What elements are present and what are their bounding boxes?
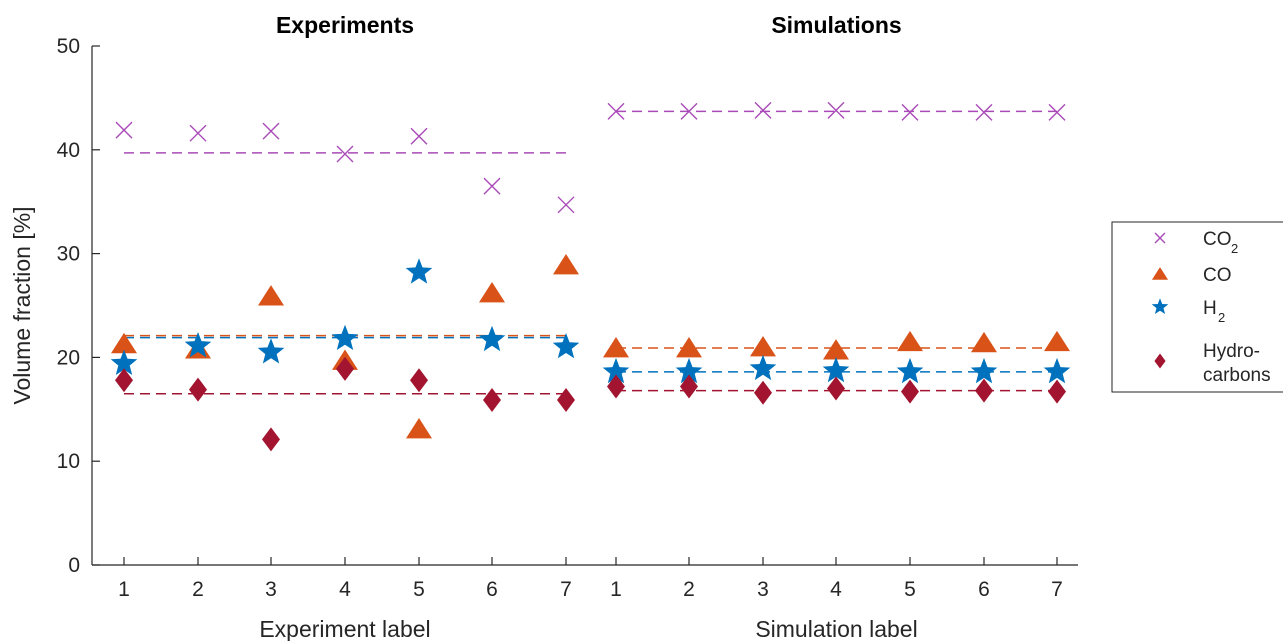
x-tick-label: 3	[265, 578, 277, 601]
hydrocarbons-point	[483, 387, 501, 412]
h2-point	[552, 333, 580, 359]
y-tick-label: 0	[68, 554, 80, 577]
x-tick-label: 7	[1051, 578, 1063, 601]
hydrocarbons-point	[754, 380, 772, 405]
legend-label: Hydro-	[1203, 341, 1260, 362]
x-tick-label: 5	[904, 578, 916, 601]
legend-box	[1111, 221, 1283, 393]
x-tick-label: 1	[610, 578, 622, 601]
chart-marks	[110, 101, 1071, 452]
hydrocarbons-point	[557, 387, 575, 412]
legend-label: H	[1203, 298, 1217, 319]
h2-point	[110, 349, 138, 375]
legend-label-subscript: 2	[1218, 310, 1225, 325]
y-tick-label: 30	[57, 243, 80, 266]
h2-point	[405, 258, 433, 284]
co2-point	[754, 101, 772, 119]
legend-label: CO	[1203, 265, 1232, 286]
co-point	[750, 336, 776, 357]
co2-point	[1048, 103, 1066, 121]
h2-point	[970, 357, 998, 384]
h2-legend-marker	[1151, 298, 1169, 314]
co2-point	[410, 127, 428, 145]
h2-point	[184, 332, 212, 358]
co2-point	[336, 145, 354, 163]
panel-title: Experiments	[276, 12, 414, 38]
x-tick-label: 5	[413, 578, 425, 601]
co-legend-marker	[1151, 267, 1169, 280]
y-axis-label: Volume fraction [%]	[9, 206, 35, 404]
panel-title: Simulations	[771, 12, 901, 38]
co2-point	[115, 121, 133, 139]
x-tick-label: 2	[683, 578, 695, 601]
legend-label-line2: carbons	[1203, 365, 1271, 386]
co2-point	[680, 102, 698, 120]
x-tick-label: 1	[118, 578, 130, 601]
hydrocarbons-legend-marker	[1154, 353, 1166, 369]
x-axis-label: Experiment label	[259, 616, 430, 641]
co2-point	[607, 102, 625, 120]
y-tick-label: 40	[57, 139, 80, 162]
x-tick-label: 4	[339, 578, 351, 601]
h2-point	[896, 357, 924, 384]
co-point	[406, 418, 432, 439]
h2-point	[675, 357, 703, 384]
legend-label-subscript: 2	[1231, 241, 1238, 256]
plot-area	[92, 46, 1078, 565]
co2-point	[262, 122, 280, 140]
plot-background	[92, 46, 1078, 565]
x-tick-label: 4	[830, 578, 842, 601]
co-point	[823, 339, 849, 360]
co-point	[479, 282, 505, 303]
y-tick-label: 20	[57, 346, 80, 369]
co-point	[258, 285, 284, 306]
co2-point	[483, 177, 501, 195]
h2-point	[257, 338, 285, 364]
hydrocarbons-point	[262, 427, 280, 452]
hydrocarbons-point	[901, 379, 919, 404]
h2-point	[749, 354, 777, 381]
hydrocarbons-point	[336, 356, 354, 381]
x-tick-label: 6	[486, 578, 498, 601]
x-tick-label: 2	[192, 578, 204, 601]
axes: 0 10 20 30 40 50 Volume fraction [%] 1 2 3 4 5 6 7 Exp…	[9, 12, 1078, 641]
x-tick-label: 7	[560, 578, 572, 601]
h2-point	[331, 324, 359, 350]
co-point	[553, 254, 579, 275]
co-point	[1044, 330, 1070, 352]
co-point	[676, 337, 702, 358]
h2-point	[478, 325, 506, 352]
hydrocarbons-point	[189, 377, 207, 402]
co-point	[971, 331, 997, 353]
x-tick-label: 3	[757, 578, 769, 601]
co2-point	[827, 101, 845, 119]
y-tick-label: 10	[57, 450, 80, 473]
co-point	[111, 332, 137, 354]
h2-point	[822, 356, 850, 383]
x-axis-label: Simulation label	[755, 616, 917, 641]
h2-point	[1043, 357, 1071, 384]
hydrocarbons-point	[827, 376, 845, 401]
co-point	[603, 337, 629, 358]
co-point	[897, 330, 923, 352]
co2-point	[975, 103, 993, 121]
hydrocarbons-point	[680, 374, 698, 399]
y-tick-label: 50	[57, 35, 80, 58]
hydrocarbons-point	[1048, 379, 1066, 404]
hydrocarbons-point	[607, 374, 625, 399]
co2-point	[189, 124, 207, 142]
x-tick-label: 6	[978, 578, 990, 601]
h2-point	[602, 357, 630, 384]
hydrocarbons-point	[115, 368, 133, 393]
hydrocarbons-point	[975, 378, 993, 403]
hydrocarbons-point	[410, 368, 428, 393]
co2-point	[557, 196, 575, 214]
co2-point	[901, 103, 919, 121]
co2-legend-marker	[1154, 232, 1166, 244]
legend-label: CO	[1203, 229, 1232, 250]
